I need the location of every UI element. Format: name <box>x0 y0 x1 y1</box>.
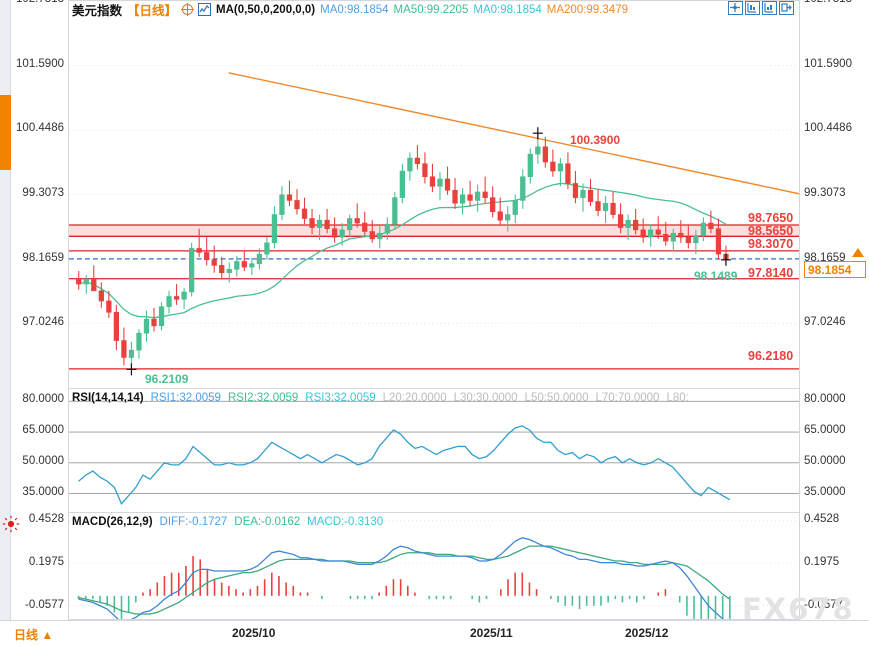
left-price-axis: 102.7313 101.5900 100.4486 99.3073 98.1659 97… <box>11 0 68 620</box>
rsi-plot <box>69 400 799 505</box>
rsi-header: RSI(14,14,14) RSI1:32.0059 RSI2:32.0059 … <box>72 390 689 405</box>
price-tick-left: 100.4486 <box>16 122 64 135</box>
crosshair-circle-icon[interactable] <box>181 3 195 16</box>
chart-header: 美元指数 【日线】 MA(0,50,0,200,0,0) MA0:98.1854… <box>72 1 628 18</box>
price-tick-right: 98.1659 <box>804 251 846 264</box>
price-tick-right: 102.7313 <box>804 0 852 5</box>
rsi-tick-left: 80.0000 <box>22 393 64 406</box>
macd-plot <box>69 520 799 619</box>
rsi-l80: L80: <box>666 391 689 404</box>
right-price-axis: 102.7313 101.5900 100.4486 99.3073 98.1659 97… <box>800 0 869 620</box>
rsi-name: RSI(14,14,14) <box>72 391 144 404</box>
time-axis-label: 2025/12 <box>625 626 669 640</box>
chart-right-align-icon[interactable] <box>762 1 777 15</box>
page-title: 美元指数 <box>72 4 123 18</box>
macd-tick-right: 0.4528 <box>804 512 840 525</box>
macd-tick-right: -0.0577 <box>804 599 844 612</box>
period-label: 【日线】 <box>127 4 178 18</box>
rsi-tick-right: 80.0000 <box>804 393 846 406</box>
macd-value: MACD:-0.3130 <box>307 515 384 528</box>
footer-bar: 日线 ▲ 2025/10 2025/11 2025/12 <box>0 620 869 646</box>
macd-dea-value: DEA:-0.0162 <box>234 515 301 528</box>
macd-tick-left: 0.1975 <box>28 556 64 569</box>
price-level-label: 98.5650 <box>748 224 794 238</box>
rsi-panel[interactable] <box>68 388 800 512</box>
macd-diff-value: DIFF:-0.1727 <box>159 515 228 528</box>
price-chart-panel[interactable] <box>68 0 800 388</box>
chart-left-align-icon[interactable] <box>745 1 760 15</box>
rsi1-value: RSI1:32.0059 <box>150 391 221 404</box>
price-tick-left: 98.1659 <box>22 251 64 264</box>
macd-name: MACD(26,12,9) <box>72 515 153 528</box>
price-level-label: 97.8140 <box>748 266 794 280</box>
ma0b-value: MA0:98.1854 <box>473 3 542 16</box>
macd-header: MACD(26,12,9) DIFF:-0.1727 DEA:-0.0162 M… <box>72 514 383 529</box>
macd-panel[interactable] <box>68 512 800 620</box>
price-tick-right: 97.0246 <box>804 316 846 329</box>
scrollbar-thumb[interactable] <box>0 95 11 170</box>
time-axis-label: 2025/10 <box>232 626 276 640</box>
time-axis-label: 2025/11 <box>470 626 513 640</box>
macd-tick-right: 0.1975 <box>804 556 840 569</box>
ma200-value: MA200:99.3479 <box>546 3 628 16</box>
macd-tick-left: -0.0577 <box>24 599 64 612</box>
price-level-label: 98.3070 <box>748 237 794 251</box>
rsi-tick-left: 65.0000 <box>22 424 64 437</box>
current-price-tag: 98.1854 <box>804 261 866 278</box>
price-plot <box>69 1 799 376</box>
rsi-tick-right: 35.0000 <box>804 486 846 499</box>
crosshair-move-icon[interactable] <box>728 1 743 15</box>
rsi-l50: L50:50.0000 <box>524 391 589 404</box>
ma50-value: MA50:99.2205 <box>393 3 469 16</box>
rsi-tick-left: 50.0000 <box>22 455 64 468</box>
vertical-scrollbar[interactable] <box>0 0 11 620</box>
current-price-arrow <box>852 248 864 257</box>
rsi-tick-right: 50.0000 <box>804 455 846 468</box>
watermark: FX678 <box>742 592 855 626</box>
rsi-l20: L20:20.0000 <box>382 391 447 404</box>
peak-price-annotation: 100.3900 <box>570 133 621 147</box>
price-tick-right: 101.5900 <box>804 57 852 70</box>
ma-settings-label: MA(0,50,0,200,0,0) <box>216 3 316 16</box>
rsi-l30: L30:30.0000 <box>453 391 518 404</box>
price-level-label: 98.7650 <box>748 211 794 225</box>
rsi-tick-left: 35.0000 <box>22 486 64 499</box>
price-tick-right: 99.3073 <box>804 186 846 199</box>
chart-toolbar[interactable] <box>728 1 794 15</box>
price-level-label: 96.2180 <box>748 349 794 363</box>
chart-expand-icon[interactable] <box>779 1 794 15</box>
rsi2-value: RSI2:32.0059 <box>227 391 299 404</box>
indicator-icon[interactable] <box>198 3 212 16</box>
last-close-annotation: 98.1489 <box>694 269 738 283</box>
sun-burst-icon[interactable] <box>2 515 20 533</box>
ma0-value: MA0:98.1854 <box>320 3 389 16</box>
footer-period-label[interactable]: 日线 ▲ <box>14 628 54 642</box>
price-tick-left: 99.3073 <box>22 186 64 199</box>
price-tick-left: 101.5900 <box>16 57 64 70</box>
price-tick-left: 97.0246 <box>22 316 64 329</box>
macd-tick-left: 0.4528 <box>28 512 64 525</box>
rsi3-value: RSI3:32.0059 <box>305 391 376 404</box>
rsi-l70: L70:70.0000 <box>595 391 660 404</box>
rsi-tick-right: 65.0000 <box>804 424 846 437</box>
price-tick-right: 100.4486 <box>804 122 852 135</box>
trough-price-annotation: 96.2109 <box>145 372 189 386</box>
price-tick-left: 102.7313 <box>16 0 64 5</box>
